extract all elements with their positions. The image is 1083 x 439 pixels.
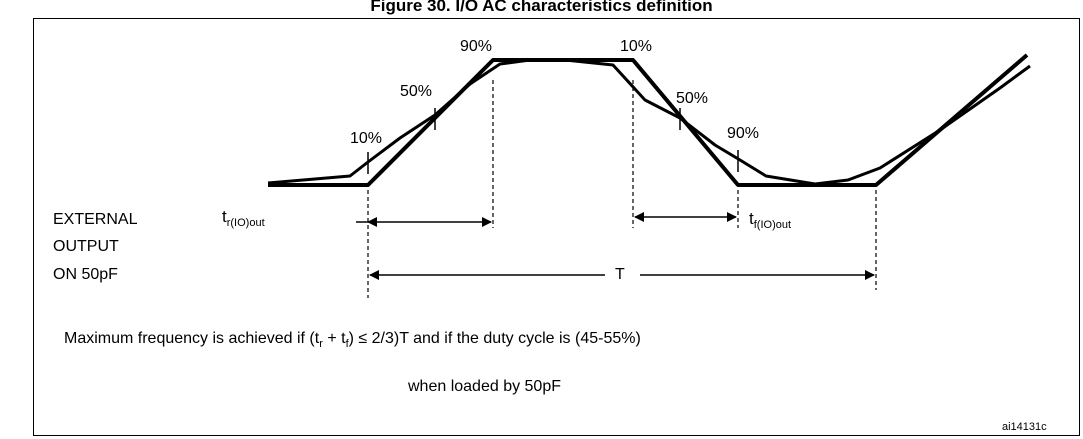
rise-time-symbol: t <box>222 207 227 226</box>
label-rise-time: tr(IO)out <box>222 207 265 229</box>
note-part-c: ) ≤ 2/3)T and if the duty cycle is (45-5… <box>348 330 641 347</box>
label-rise-90: 90% <box>460 38 493 55</box>
note-part-b: + t <box>322 330 346 347</box>
rise-time-subscript: r(IO)out <box>226 217 265 229</box>
diagram-frame <box>33 18 1080 436</box>
label-output: OUTPUT <box>53 238 119 255</box>
actual-waveform <box>267 58 1031 186</box>
note-sub-r: r <box>319 338 323 350</box>
label-rise-10: 10% <box>350 130 383 147</box>
note-part-a: Maximum frequency is achieved if (t <box>64 330 320 347</box>
note-line-1: Maximum frequency is achieved if (tr + t… <box>64 330 641 350</box>
figure-title: Figure 30. I/O AC characteristics defini… <box>370 0 713 15</box>
note-line-2: when loaded by 50pF <box>408 378 561 395</box>
label-rise-50: 50% <box>400 83 433 100</box>
note-sub-f: f <box>345 338 349 350</box>
label-period: T <box>615 266 625 283</box>
label-fall-time: tf(IO)out <box>749 209 792 231</box>
label-on-50pf: ON 50pF <box>53 266 118 283</box>
label-fall-50: 50% <box>676 90 709 107</box>
figure-ref-code: ai14131c <box>1002 421 1047 433</box>
ideal-waveform <box>268 53 1029 187</box>
fall-time-subscript: f(IO)out <box>753 219 792 231</box>
label-external: EXTERNAL <box>53 211 138 228</box>
label-fall-90: 90% <box>727 125 760 142</box>
label-fall-10: 10% <box>620 38 653 55</box>
fall-time-symbol: t <box>749 209 754 228</box>
